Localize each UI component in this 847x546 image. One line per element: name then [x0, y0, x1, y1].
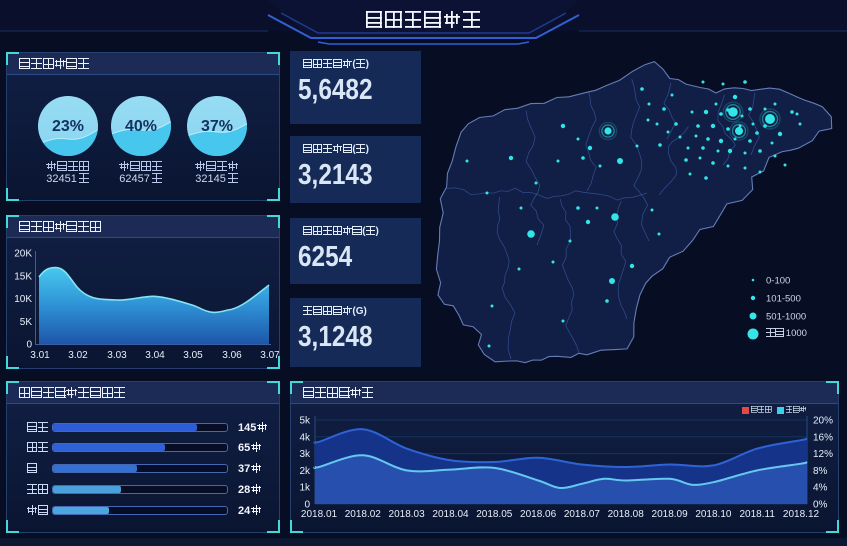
svg-text:1k: 1k [299, 483, 311, 494]
svg-text:40%: 40% [125, 118, 157, 135]
svg-text:0: 0 [26, 340, 32, 351]
svg-text:4%: 4% [813, 483, 828, 494]
svg-text:2018.07: 2018.07 [564, 509, 601, 520]
svg-text:16%: 16% [813, 432, 833, 443]
svg-text:2018.09: 2018.09 [652, 509, 689, 520]
svg-text:12%: 12% [813, 449, 833, 460]
svg-text:37%: 37% [201, 118, 233, 135]
svg-text:2k: 2k [299, 466, 311, 477]
svg-text:0: 0 [304, 500, 310, 511]
svg-text:5K: 5K [20, 317, 33, 328]
svg-text:3.07: 3.07 [260, 350, 279, 361]
svg-text:0-100: 0-100 [766, 276, 790, 287]
svg-text:2018.10: 2018.10 [695, 509, 732, 520]
svg-text:2018.02: 2018.02 [345, 509, 382, 520]
svg-text:3k: 3k [299, 449, 311, 460]
svg-text:5k: 5k [299, 416, 311, 427]
svg-text:0%: 0% [813, 500, 828, 511]
svg-text:10K: 10K [14, 294, 32, 305]
svg-text:2018.11: 2018.11 [739, 509, 775, 520]
svg-text:2018.12: 2018.12 [783, 509, 820, 520]
svg-text:8%: 8% [813, 466, 828, 477]
svg-text:2018.04: 2018.04 [432, 509, 469, 520]
svg-text:2018.01: 2018.01 [301, 509, 338, 520]
svg-text:3.02: 3.02 [68, 350, 88, 361]
svg-text:15K: 15K [14, 271, 32, 282]
svg-text:20K: 20K [14, 249, 32, 260]
svg-text:501-1000: 501-1000 [766, 312, 806, 323]
svg-text:2018.05: 2018.05 [476, 509, 513, 520]
svg-text:2018.03: 2018.03 [389, 509, 426, 520]
svg-text:3.01: 3.01 [30, 350, 50, 361]
svg-text:3.04: 3.04 [145, 350, 165, 361]
svg-text:3.06: 3.06 [222, 350, 242, 361]
svg-text:23%: 23% [52, 118, 84, 135]
svg-text:2018.06: 2018.06 [520, 509, 557, 520]
svg-text:3.03: 3.03 [107, 350, 127, 361]
svg-text:2018.08: 2018.08 [608, 509, 645, 520]
svg-text:101-500: 101-500 [766, 294, 801, 305]
svg-text:3.05: 3.05 [183, 350, 203, 361]
svg-text:4k: 4k [299, 432, 311, 443]
svg-text:20%: 20% [813, 416, 833, 427]
